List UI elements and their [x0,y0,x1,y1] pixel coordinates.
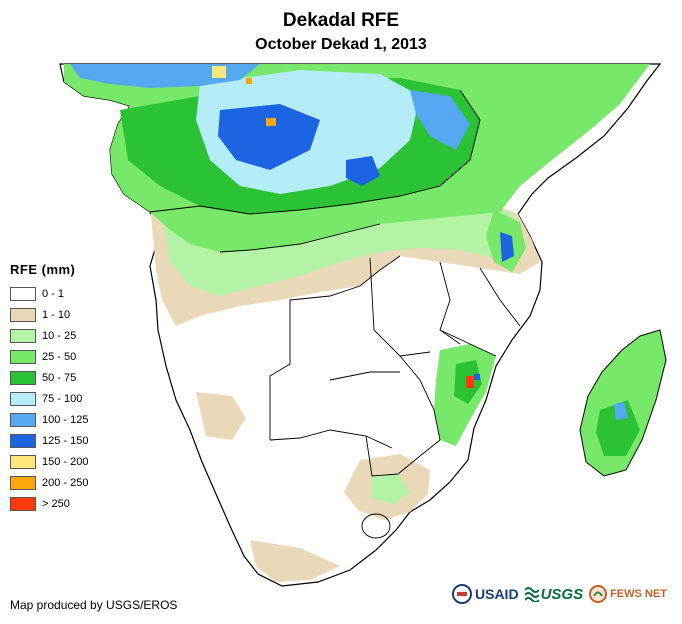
legend-swatch [10,454,36,469]
usaid-logo-text: USAID [475,586,519,602]
legend-label: 100 - 125 [42,413,89,426]
legend-label: 1 - 10 [42,308,71,321]
legend-item: > 250 [10,493,88,514]
legend-item: 25 - 50 [10,346,88,367]
country-borders [149,89,521,539]
legend-label: 150 - 200 [42,455,89,468]
legend-swatch [10,286,36,301]
zone-100-125-b [410,90,470,150]
madagascar-dark [596,400,640,456]
legend-swatch [10,475,36,490]
zone-200-250-b [246,78,252,84]
zone-east-coast-b [500,232,514,262]
usaid-logo: USAID [452,584,519,604]
zone-1-10-west [196,392,246,440]
legend-swatch [10,412,36,427]
logo-bar: USAID USGS FEWS NET [452,584,667,604]
zone-mozambique-blue [474,374,480,380]
usgs-logo: USGS [524,585,584,603]
legend-label: 25 - 50 [42,350,77,363]
legend-item: 150 - 200 [10,451,88,472]
legend-item: 125 - 150 [10,430,88,451]
legend-title: RFE (mm) [10,262,76,277]
legend-swatch [10,349,36,364]
legend-item: 75 - 100 [10,388,88,409]
legend-item: 100 - 125 [10,409,88,430]
legend-label: 0 - 1 [42,287,65,300]
legend-item: 200 - 250 [10,472,88,493]
fews-net-logo: FEWS NET [589,585,667,603]
zone-125-150-b [346,156,380,186]
usgs-wave-icon [524,587,539,602]
legend-item: 1 - 10 [10,304,88,325]
legend-swatch [10,370,36,385]
map-title: Dekadal RFE [282,10,400,31]
legend-label: 50 - 75 [42,371,77,384]
map-subtitle: October Dekad 1, 2013 [255,36,427,53]
legend-swatch [10,391,36,406]
legend-label: 125 - 150 [42,434,89,447]
madagascar-blue [614,402,628,420]
fews-net-logo-text: FEWS NET [610,588,667,600]
legend-item: 50 - 75 [10,367,88,388]
legend-label: 200 - 250 [42,476,89,489]
map-credit: Map produced by USGS/EROS [10,598,178,612]
usaid-seal-icon [452,584,472,604]
legend-item: 0 - 1 [10,283,88,304]
legend-item: 10 - 25 [10,325,88,346]
zone-150-200 [212,66,226,78]
legend-label: > 250 [42,497,70,510]
legend-swatch [10,307,36,322]
zone-200-250 [266,118,276,126]
legend-label: 75 - 100 [42,392,83,405]
zone-greater-250 [466,376,474,388]
zone-125-150 [218,104,320,170]
usgs-logo-text: USGS [540,585,584,603]
legend-swatch [10,496,36,511]
zone-1-10-coast [250,540,340,582]
legend-label: 10 - 25 [42,329,77,342]
zone-south-africa [372,474,410,504]
legend-swatch [10,328,36,343]
legend-swatch [10,433,36,448]
legend: RFE (mm) 0 - 1 1 - 10 10 - 25 25 - 50 50… [10,262,88,514]
fews-net-emblem-icon [589,585,608,603]
